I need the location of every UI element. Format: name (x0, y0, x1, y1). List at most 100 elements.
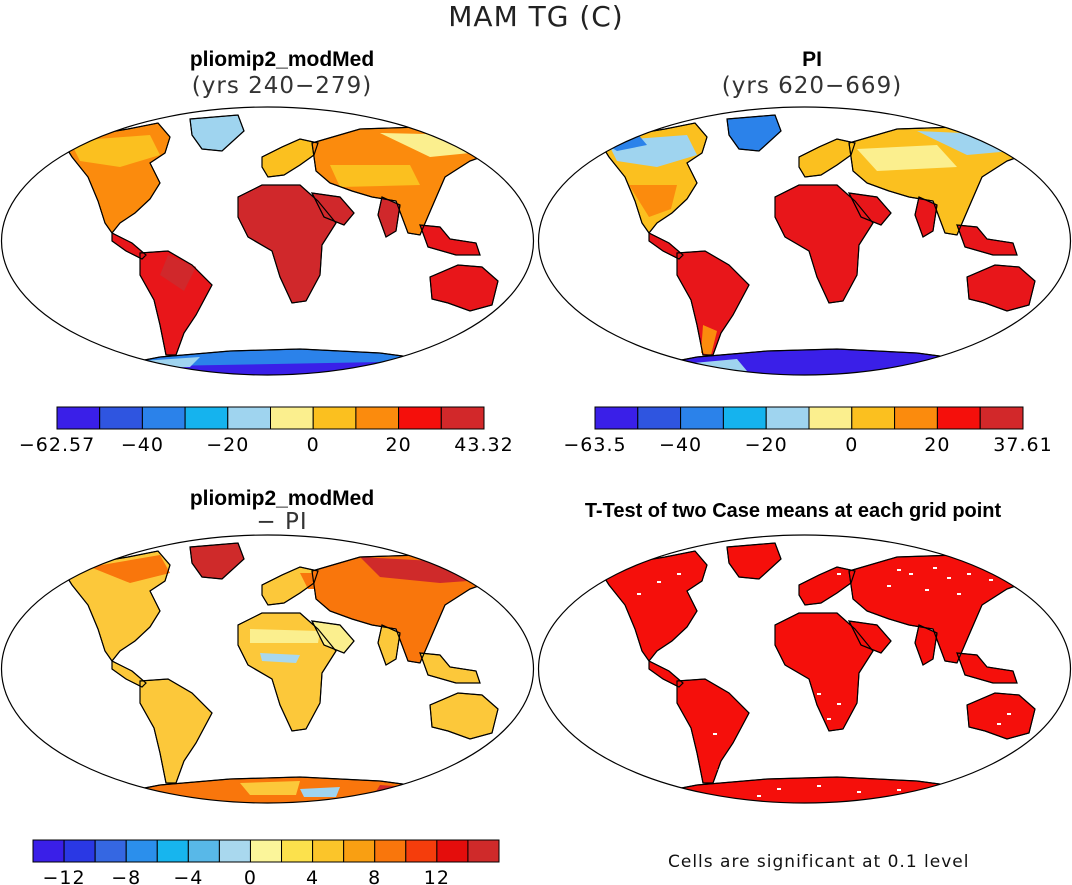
colorbar-label: 0 (244, 867, 257, 885)
nonsignificant-cell (857, 791, 861, 793)
nonsignificant-cell (997, 723, 1001, 725)
colorbar-panel-2: −63.5 −40 −20 0 20 37.61 (563, 406, 1052, 456)
colorbar-label: 0 (845, 434, 858, 456)
nonsignificant-cell (947, 577, 951, 579)
colorbar-swatch (894, 406, 938, 430)
land-greenland (189, 114, 245, 152)
nonsignificant-cell (757, 795, 761, 797)
map-boundary (537, 534, 1072, 804)
field-patch (370, 785, 440, 803)
nonsignificant-cell (897, 789, 901, 791)
colorbar-swatch (355, 406, 400, 430)
nonsignificant-cell (657, 581, 661, 583)
colorbar-swatch (125, 839, 158, 863)
nonsignificant-cell (989, 579, 993, 581)
nonsignificant-cell (713, 733, 717, 735)
field-patch (300, 787, 340, 797)
land-greenland (726, 114, 782, 152)
colorbar-label: −63.5 (563, 434, 626, 456)
colorbar-swatch (249, 839, 283, 863)
panel-2-title: PI (802, 48, 822, 71)
colorbar-label: 43.32 (454, 434, 513, 456)
colorbar-swatch (374, 839, 407, 863)
colorbar-label: −8 (111, 867, 141, 885)
colorbar-swatch (270, 406, 314, 430)
panel-3-title: pliomip2_modMed (189, 487, 375, 510)
nonsignificant-cell (937, 793, 941, 795)
colorbar-swatch (281, 839, 314, 863)
map-panel-pliomip2 (0, 106, 535, 376)
map-boundary (0, 534, 535, 804)
nonsignificant-cell (827, 718, 831, 720)
colorbar-swatch (637, 406, 682, 430)
nonsignificant-cell (957, 593, 961, 595)
colorbar-swatch (851, 406, 896, 430)
nonsignificant-cell (909, 573, 913, 575)
colorbar-swatch (680, 406, 724, 430)
colorbar-swatch (398, 406, 442, 430)
colorbar-label: 20 (386, 434, 412, 456)
land-samerica (139, 678, 213, 784)
nonsignificant-cell (777, 788, 781, 790)
colorbar-swatch (63, 839, 96, 863)
field-patch (90, 555, 170, 583)
colorbar-label: −20 (206, 434, 249, 456)
colorbar-swatch (979, 406, 1024, 430)
land-greenland (189, 542, 245, 580)
map-panel-ttest (537, 534, 1072, 804)
colorbar-swatch (440, 406, 485, 430)
colorbar-label: 4 (306, 867, 319, 885)
map-boundary (0, 106, 535, 376)
nonsignificant-cell (967, 573, 971, 575)
colorbar-swatch (312, 839, 345, 863)
colorbar-swatch (467, 839, 500, 863)
nonsignificant-cell (817, 785, 821, 787)
colorbar-panel-3: −12 −8 −4 0 4 8 12 (32, 839, 500, 885)
nonsignificant-cell (799, 683, 803, 685)
colorbar-swatch (594, 406, 639, 430)
colorbar-swatch (936, 406, 981, 430)
colorbar-label: −20 (745, 434, 788, 456)
field-patch (240, 781, 300, 795)
land-namerica (598, 550, 708, 662)
colorbar-swatch (184, 406, 229, 430)
nonsignificant-cell (933, 567, 937, 569)
nonsignificant-cell (677, 573, 681, 575)
colorbar-panel-1: −62.57 −40 −20 0 20 43.32 (20, 406, 513, 456)
field-patch (857, 145, 957, 171)
colorbar-label: −40 (659, 434, 702, 456)
colorbar-swatch (94, 839, 127, 863)
colorbar-label: 0 (307, 434, 320, 456)
panel-2-subtitle: (yrs 620−669) (721, 73, 903, 99)
nonsignificant-cell (817, 693, 821, 695)
land-seasia (956, 224, 1018, 256)
significance-note: Cells are significant at 0.1 level (668, 852, 970, 872)
nonsignificant-cell (897, 569, 901, 571)
colorbar-swatch (765, 406, 810, 430)
colorbar-swatch (343, 839, 376, 863)
colorbar-swatch (187, 839, 220, 863)
field-patch (300, 573, 360, 589)
colorbar-label: −62.57 (20, 434, 95, 456)
field-patch (70, 135, 160, 167)
colorbar-swatch (141, 406, 186, 430)
colorbar-label: 12 (424, 867, 450, 885)
land-samerica (676, 678, 750, 784)
map-boundary (537, 106, 1072, 376)
panel-1-subtitle: (yrs 240−279) (191, 73, 373, 99)
colorbar-swatch (56, 406, 101, 430)
colorbar-swatch (99, 406, 143, 430)
nonsignificant-cell (925, 589, 929, 591)
field-patch (260, 653, 300, 663)
panel-1-title: pliomip2_modMed (189, 48, 375, 71)
field-patch (701, 325, 717, 355)
colorbar-label: 8 (368, 867, 381, 885)
colorbar-label: −12 (43, 867, 86, 885)
field-patch (330, 165, 420, 187)
nonsignificant-cell (1007, 713, 1011, 715)
land-greenland (726, 542, 782, 580)
nonsignificant-cell (837, 573, 841, 575)
land-seasia (956, 652, 1018, 684)
nonsignificant-cell (887, 585, 891, 587)
colorbar-label: 37.61 (993, 434, 1052, 456)
